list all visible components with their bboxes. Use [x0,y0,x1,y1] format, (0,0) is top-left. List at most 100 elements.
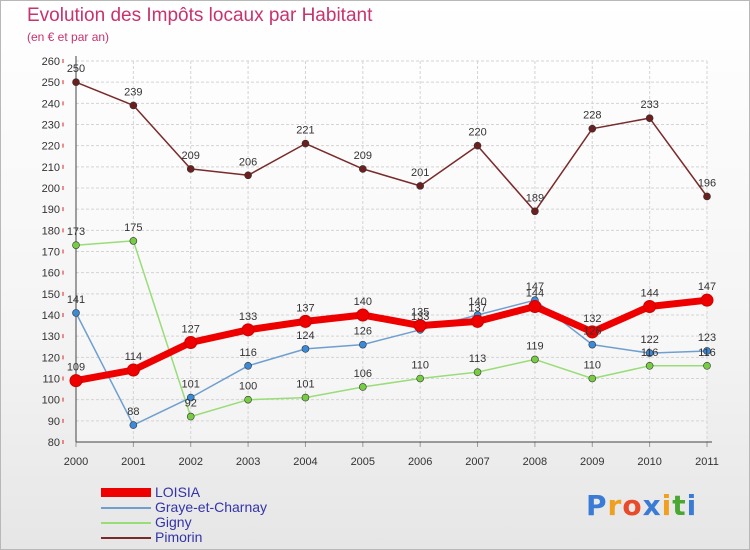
data-label-gigny: 175 [124,222,142,234]
data-label-gigny: 116 [698,347,716,359]
data-label-pimorin: 209 [354,150,372,162]
data-label-gigny: 173 [67,226,85,238]
data-label-graye-et-charnay: 88 [127,406,139,418]
data-label-loisia: 137 [468,302,486,314]
data-point-gigny [301,393,310,402]
legend-label: Graye-et-Charnay [155,499,268,515]
x-tick-label: 2005 [351,456,375,468]
y-tick-label: 250 [42,77,60,89]
data-point-pimorin [531,207,539,216]
data-label-gigny: 92 [185,398,197,410]
logo-letter: t [672,489,687,522]
data-label-pimorin: 209 [182,150,200,162]
data-point-gigny [416,374,424,383]
data-point-pimorin [473,141,482,150]
x-tick-label: 2010 [637,456,661,468]
data-point-pimorin [703,192,711,201]
series-line-gigny [75,240,708,418]
y-tick-label: 240 [42,98,60,110]
proxiti-logo: Proxiti [586,489,697,522]
x-tick-label: 2001 [121,456,145,468]
data-label-graye-et-charnay: 126 [583,326,601,338]
data-label-graye-et-charnay: 116 [239,347,257,359]
y-tick-label: 150 [42,289,60,301]
legend-swatch [101,507,151,509]
legend-swatch [101,522,151,524]
data-label-loisia: 140 [354,296,372,308]
data-point-gigny [72,241,80,249]
data-point-graye-et-charnay [588,340,597,349]
data-point-loisia [298,314,312,328]
data-point-loisia [643,300,657,314]
legend-swatch [101,537,151,539]
data-point-gigny [473,368,482,376]
data-label-pimorin: 206 [239,156,257,168]
logo-letter: P [586,489,608,522]
y-tick-label: 200 [42,183,60,195]
data-label-pimorin: 228 [583,110,601,122]
data-point-gigny [531,355,539,364]
logo-letter: x [642,489,662,522]
data-label-loisia: 144 [526,288,544,300]
data-label-loisia: 133 [239,311,257,323]
data-point-loisia [585,325,599,339]
data-point-graye-et-charnay [359,340,367,349]
data-label-graye-et-charnay: 101 [182,379,200,391]
data-point-pimorin [301,139,310,148]
y-tick-label: 180 [42,225,60,237]
data-label-gigny: 106 [354,368,372,380]
y-tick-label: 160 [42,268,60,280]
data-label-graye-et-charnay: 122 [640,334,658,346]
data-point-pimorin [186,165,195,173]
x-tick-label: 2004 [293,456,317,468]
data-point-loisia [471,314,485,328]
series-line-graye-et-charnay [75,299,708,426]
data-point-gigny [703,361,711,370]
data-label-loisia: 132 [583,313,601,325]
data-label-loisia: 135 [411,307,429,319]
data-label-gigny: 110 [411,360,429,372]
data-label-graye-et-charnay: 141 [67,294,85,306]
legend-label: Gigny [155,514,192,530]
data-label-gigny: 101 [296,379,314,391]
x-tick-label: 2007 [465,456,489,468]
data-label-pimorin: 220 [468,127,486,139]
data-label-pimorin: 221 [296,125,314,137]
data-label-graye-et-charnay: 123 [698,332,716,344]
data-label-gigny: 110 [583,360,601,372]
data-point-gigny [359,383,367,391]
data-label-graye-et-charnay: 124 [296,330,314,342]
data-point-graye-et-charnay [645,349,654,357]
x-tick-label: 2003 [236,456,260,468]
logo-letter: i [661,489,673,522]
data-point-loisia [184,336,198,350]
x-tick-label: 2006 [408,456,432,468]
data-point-loisia [413,319,427,333]
data-point-pimorin [416,182,424,190]
data-point-loisia [356,308,370,322]
data-point-graye-et-charnay [72,309,80,317]
y-tick-label: 220 [42,141,60,153]
data-label-loisia: 114 [125,351,143,363]
legend-label: LOISIA [155,484,201,500]
data-label-graye-et-charnay: 140 [468,296,486,308]
data-label-gigny: 100 [239,381,257,393]
series-line-loisia [72,296,711,385]
y-tick-label: 130 [42,331,60,343]
data-label-loisia: 144 [640,288,658,300]
y-tick-label: 90 [48,416,60,428]
data-label-loisia: 137 [296,302,314,314]
data-label-pimorin: 233 [640,99,658,111]
data-point-loisia [241,323,255,337]
y-tick-label: 190 [42,204,60,216]
y-tick-label: 170 [42,247,60,259]
data-label-loisia: 147 [698,281,716,293]
data-label-loisia: 127 [182,324,200,336]
y-tick-label: 140 [42,310,60,322]
data-label-pimorin: 196 [698,177,716,189]
data-label-gigny: 119 [526,340,544,352]
series-line-pimorin [75,81,708,213]
data-label-graye-et-charnay: 147 [526,281,544,293]
data-point-graye-et-charnay [703,347,711,355]
